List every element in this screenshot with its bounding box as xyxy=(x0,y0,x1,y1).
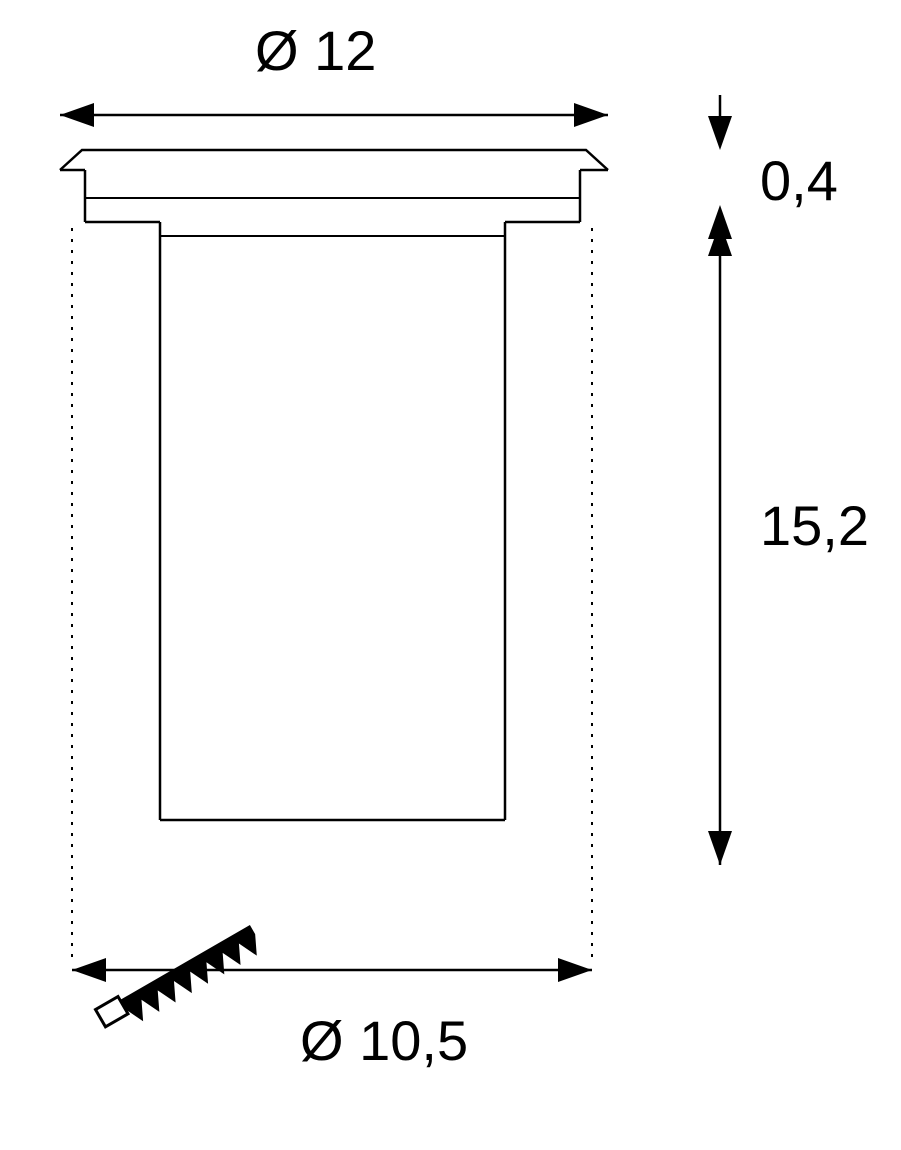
dim-label-flange-height: 0,4 xyxy=(760,149,838,212)
saw-icon xyxy=(95,922,264,1039)
flange-top xyxy=(60,150,608,170)
saw-blade xyxy=(120,925,265,1026)
arrowhead xyxy=(708,831,732,865)
dim-label-cutout-diameter: Ø 10,5 xyxy=(300,1009,468,1072)
arrowhead xyxy=(558,958,592,982)
dim-label-body-height: 15,2 xyxy=(760,494,869,557)
dim-label-top-diameter: Ø 12 xyxy=(255,19,376,82)
arrowhead xyxy=(574,103,608,127)
arrowhead xyxy=(60,103,94,127)
arrowhead xyxy=(708,116,732,150)
arrowhead xyxy=(72,958,106,982)
dimension-drawing: Ø 12 0,4 15,2 Ø 10,5 xyxy=(0,0,901,1150)
